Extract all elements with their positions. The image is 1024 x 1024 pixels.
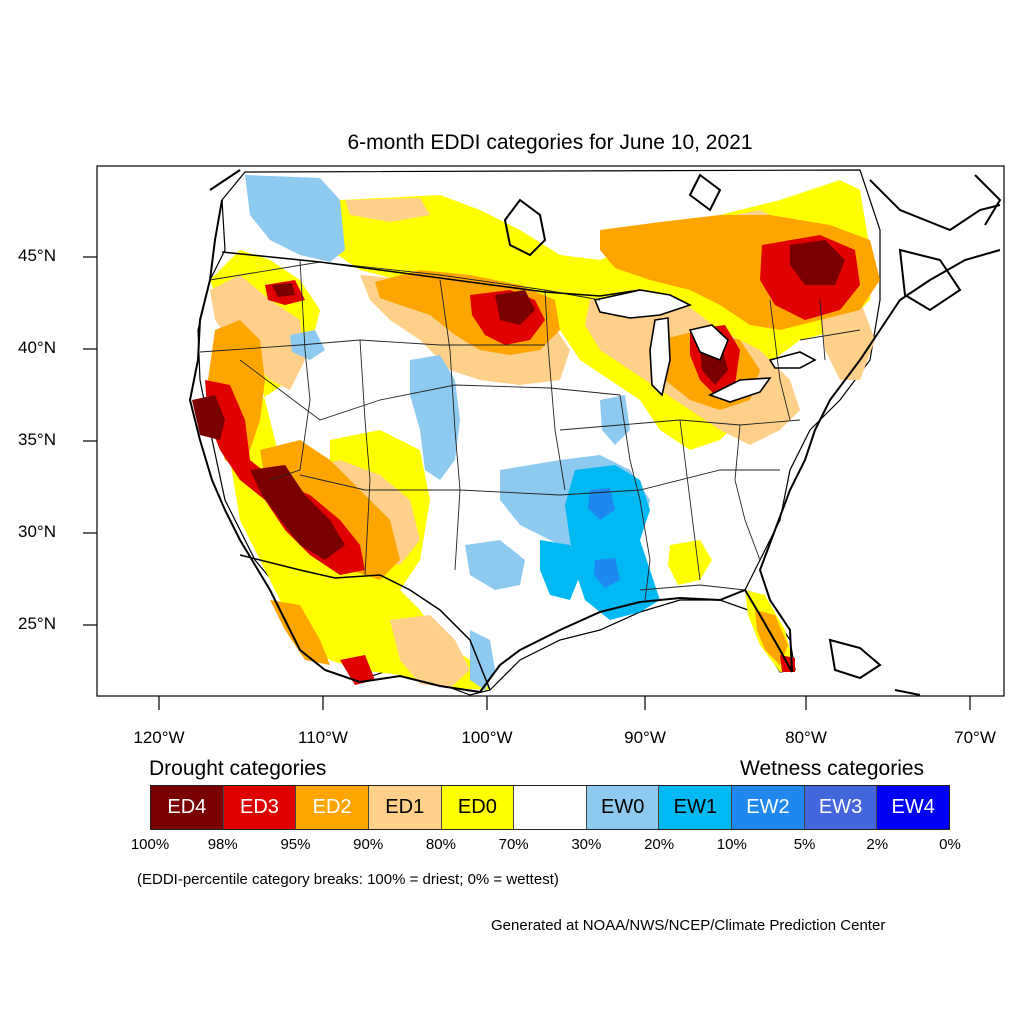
legend-box-ed1: ED1 <box>368 786 442 829</box>
lon-label-90: 90°W <box>624 728 666 747</box>
legend-break-label: 20% <box>644 836 675 853</box>
legend-box-ed0: ED0 <box>441 786 515 829</box>
lat-label-25: 25°N <box>18 614 56 633</box>
legend-box-ed3: ED3 <box>223 786 297 829</box>
legend-break-label: 98% <box>207 836 238 853</box>
legend-color-bar: ED4 ED3 ED2 ED1 ED0 EW0 EW1 EW2 EW3 EW4 <box>150 785 950 830</box>
legend-box-ew2: EW2 <box>732 786 805 829</box>
legend-break-label: 95% <box>280 836 311 853</box>
lat-label-35: 35°N <box>18 430 56 449</box>
lon-label-120: 120°W <box>133 728 185 747</box>
legend-break-label: 100% <box>130 836 170 853</box>
canada-border <box>221 251 641 297</box>
ew2-areas <box>588 488 620 588</box>
legend-break-label: 0% <box>939 836 961 853</box>
legend-break-label: 30% <box>571 836 602 853</box>
lon-label-70: 70°W <box>954 728 996 747</box>
lon-label-110: 110°W <box>298 728 348 747</box>
lat-label-45: 45°N <box>18 246 56 265</box>
legend-box-ew3: EW3 <box>804 786 878 829</box>
coastline <box>188 169 1002 696</box>
legend-box-neutral <box>514 786 587 829</box>
state-borders <box>199 259 861 601</box>
legend-box-ed4: ED4 <box>151 786 224 829</box>
map-frame <box>96 165 1005 697</box>
legend-box-ew0: EW0 <box>586 786 660 829</box>
map-title: 6-month EDDI categories for June 10, 202… <box>347 131 753 154</box>
drought-heading: Drought categories <box>149 757 327 780</box>
legend-break-label: 80% <box>425 836 456 853</box>
legend-note: (EDDI-percentile category breaks: 100% =… <box>137 871 559 888</box>
legend-break-label: 5% <box>793 836 816 853</box>
lat-ticks <box>83 256 97 626</box>
lat-label-40: 40°N <box>18 338 56 357</box>
lon-ticks <box>158 696 971 710</box>
legend-box-ed2: ED2 <box>296 786 369 829</box>
legend-break-label: 70% <box>498 836 529 853</box>
lon-label-80: 80°W <box>785 728 827 747</box>
credit-text: Generated at NOAA/NWS/NCEP/Climate Predi… <box>491 917 886 934</box>
lat-label-30: 30°N <box>18 522 56 541</box>
wetness-heading: Wetness categories <box>740 757 925 780</box>
legend-break-label: 10% <box>716 836 747 853</box>
lon-label-100: 100°W <box>461 728 513 747</box>
legend-break-label: 2% <box>866 836 889 853</box>
legend-break-label: 90% <box>353 836 384 853</box>
legend-box-ew4: EW4 <box>877 786 950 829</box>
great-lakes <box>593 289 817 403</box>
legend-box-ew1: EW1 <box>659 786 733 829</box>
mexico-border <box>239 554 491 691</box>
